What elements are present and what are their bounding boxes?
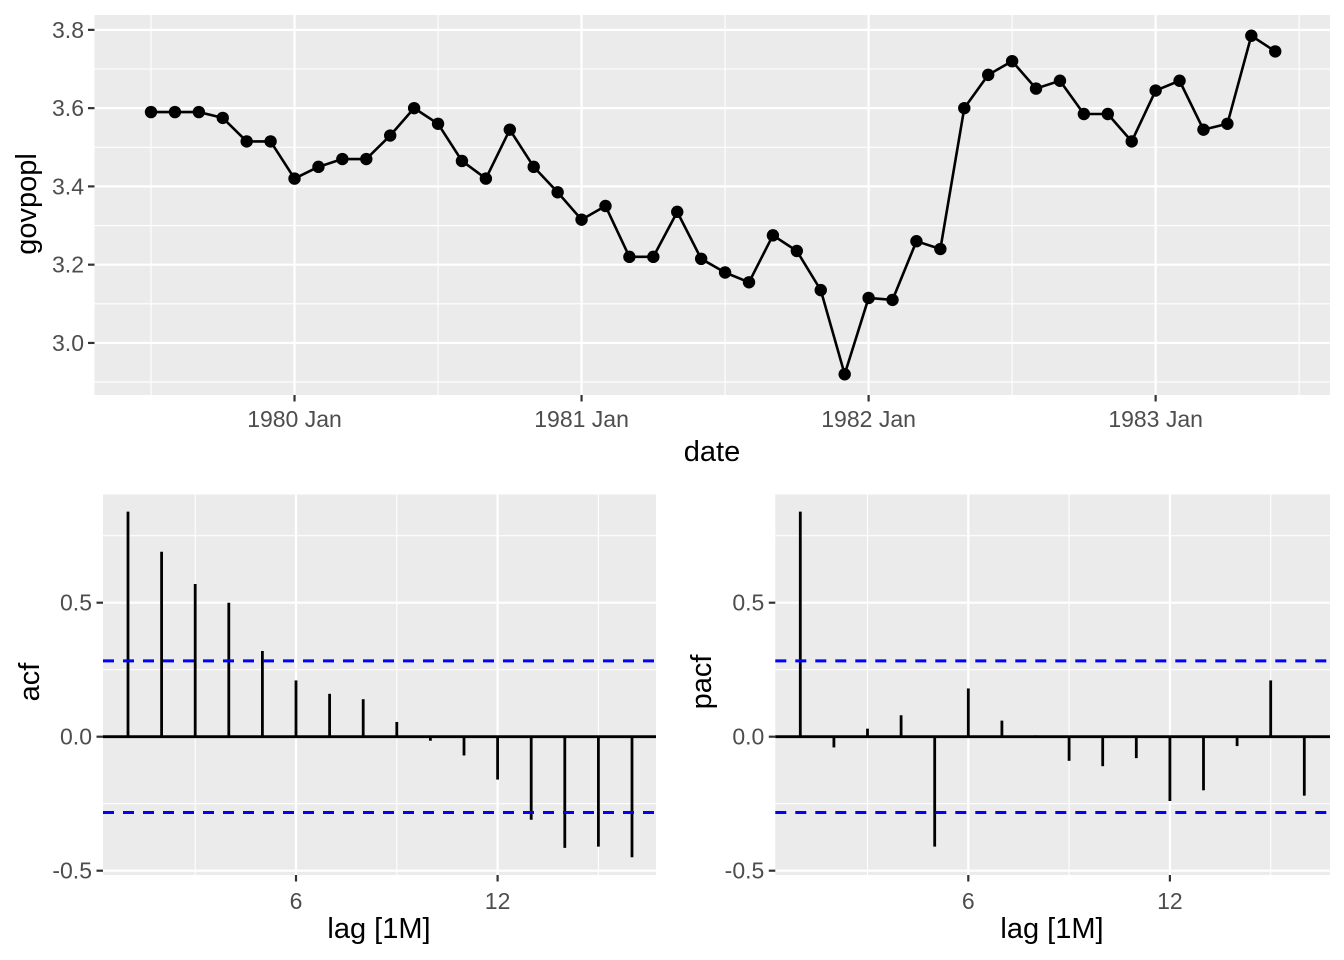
data-point xyxy=(168,105,182,119)
data-point xyxy=(934,242,947,256)
y-tick-label: -0.5 xyxy=(52,858,92,884)
data-point xyxy=(1197,123,1210,136)
y-tick-label: 0.0 xyxy=(732,724,764,750)
data-point xyxy=(1221,117,1234,130)
data-point xyxy=(766,229,780,242)
data-point xyxy=(240,135,253,148)
data-point xyxy=(503,123,516,136)
pacf-panel: 0.5 0.0 -0.5 6 12 xyxy=(725,494,1330,914)
data-point xyxy=(1101,107,1115,121)
y-tick-label: 0.5 xyxy=(732,590,764,616)
data-point xyxy=(360,152,373,166)
data-point xyxy=(599,199,612,213)
data-point xyxy=(1077,107,1091,121)
data-point xyxy=(718,266,732,279)
data-point xyxy=(575,213,588,226)
x-tick-label: 12 xyxy=(485,888,511,914)
data-point xyxy=(790,244,804,258)
data-point xyxy=(192,105,206,119)
data-point xyxy=(862,291,875,305)
y-tick-label: 3.4 xyxy=(52,173,84,199)
data-point xyxy=(288,172,301,185)
data-point xyxy=(886,293,899,307)
y-axis-title-acf: acf xyxy=(14,662,46,702)
data-point xyxy=(264,135,277,148)
x-tick-label: 1981 Jan xyxy=(534,406,629,432)
data-point xyxy=(671,205,684,219)
plot-panel-background xyxy=(103,494,656,875)
data-point xyxy=(479,172,493,185)
y-tick-label: 3.2 xyxy=(52,252,84,278)
x-tick-label: 6 xyxy=(290,888,303,914)
x-tick-label: 1982 Jan xyxy=(821,406,916,432)
x-axis-title-lag-acf: lag [1M] xyxy=(327,913,430,945)
x-axis-title-lag-pacf: lag [1M] xyxy=(1000,913,1103,945)
data-point xyxy=(982,68,995,82)
y-tick-label: 0.0 xyxy=(60,724,92,750)
plot-panel-background xyxy=(94,15,1330,395)
y-tick-label: 3.0 xyxy=(52,330,84,356)
x-axis-title-date: date xyxy=(684,436,740,468)
data-point xyxy=(1005,54,1019,68)
data-point xyxy=(647,250,660,264)
data-point xyxy=(312,160,325,174)
data-point xyxy=(455,154,469,168)
data-point xyxy=(1125,135,1138,148)
x-tick-label: 12 xyxy=(1157,888,1183,914)
y-tick-label: 3.6 xyxy=(52,95,84,121)
plot-panel-background xyxy=(775,494,1330,875)
data-point xyxy=(384,129,397,142)
data-point xyxy=(742,276,756,289)
y-tick-label: 3.8 xyxy=(52,17,84,43)
data-point xyxy=(1149,84,1162,97)
x-tick-label: 6 xyxy=(962,888,975,914)
acf-panel: 0.5 0.0 -0.5 6 12 xyxy=(52,494,656,914)
data-point xyxy=(694,252,708,266)
x-tick-label: 1983 Jan xyxy=(1108,406,1203,432)
data-point xyxy=(527,160,540,174)
data-point xyxy=(144,105,158,119)
data-point xyxy=(216,111,229,125)
data-point xyxy=(910,234,923,248)
data-point xyxy=(838,368,851,381)
data-point xyxy=(814,283,827,297)
y-tick-label: 0.5 xyxy=(60,590,92,616)
data-point xyxy=(1029,82,1043,95)
data-point xyxy=(551,186,564,199)
data-point xyxy=(1245,29,1258,42)
data-point xyxy=(431,117,445,130)
data-point xyxy=(336,152,349,166)
data-point xyxy=(958,101,971,115)
timeseries-panel: 3.8 3.6 3.4 3.2 3.0 1980 Jan 1981 Jan 1982 Jan 1… xyxy=(52,15,1330,432)
data-point xyxy=(407,101,421,115)
x-tick-label: 1980 Jan xyxy=(247,406,342,432)
data-point xyxy=(1173,74,1186,87)
data-point xyxy=(1053,74,1067,87)
y-axis-title-pacf: pacf xyxy=(686,654,718,710)
data-point xyxy=(1269,45,1282,58)
data-point xyxy=(623,250,636,264)
y-tick-label: -0.5 xyxy=(725,858,765,884)
y-axis-title-govpopl: govpopl xyxy=(11,153,43,255)
